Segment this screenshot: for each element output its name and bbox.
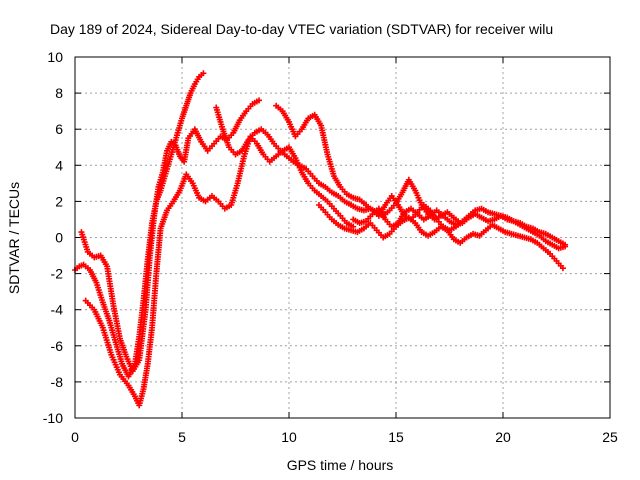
data-point: [200, 70, 207, 77]
data-markers: [72, 70, 569, 409]
y-tick-label: 2: [55, 193, 63, 209]
x-tick-label: 20: [495, 429, 511, 445]
y-axis-label: SDTVAR / TECUs: [6, 182, 22, 294]
chart-title: Day 189 of 2024, Sidereal Day-to-day VTE…: [50, 21, 553, 37]
y-tick-label: 4: [55, 157, 63, 173]
y-tick-label: -2: [51, 266, 64, 282]
x-tick-label: 10: [281, 429, 297, 445]
y-tick-label: 10: [47, 49, 63, 65]
grid: [75, 57, 610, 418]
y-tick-label: 6: [55, 121, 63, 137]
series-track-b: [78, 97, 263, 375]
series-track-c: [82, 133, 357, 409]
x-tick-label: 15: [388, 429, 404, 445]
x-tick-label: 0: [71, 429, 79, 445]
y-tick-label: -6: [51, 338, 64, 354]
data-point: [559, 265, 566, 272]
x-tick-label: 25: [602, 429, 618, 445]
plot-frame: [74, 56, 611, 419]
series-track-g: [350, 205, 569, 248]
y-tick-label: 0: [55, 230, 63, 246]
y-tick-label: -8: [51, 374, 64, 390]
series-track-a: [72, 70, 207, 380]
y-tick-label: -10: [43, 410, 63, 426]
y-tick-label: -4: [51, 302, 64, 318]
x-tick-label: 5: [178, 429, 186, 445]
data-point: [562, 241, 569, 248]
x-axis-label: GPS time / hours: [287, 457, 394, 473]
data-point: [256, 97, 263, 104]
y-tick-label: 8: [55, 85, 63, 101]
